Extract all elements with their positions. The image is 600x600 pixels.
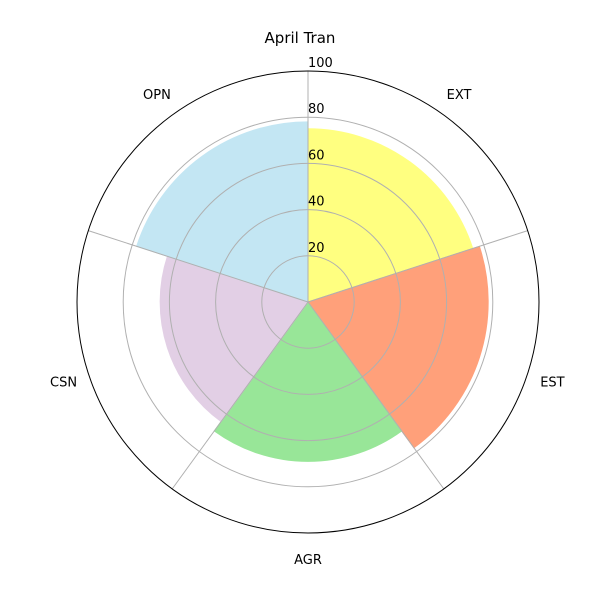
spoke-3: [171, 301, 309, 490]
spoke-2: [307, 301, 445, 490]
chart-title: April Tran: [264, 29, 336, 47]
tick-label-100: 100: [308, 56, 333, 71]
category-label-ext: EXT: [447, 88, 472, 103]
spokes-layer: [88, 71, 528, 490]
category-label-opn: OPN: [143, 88, 171, 103]
radial-tick-labels: 20 40 60 80 100: [308, 56, 333, 256]
category-label-agr: AGR: [294, 553, 322, 568]
spoke-1: [307, 230, 528, 303]
category-label-csn: CSN: [50, 375, 77, 390]
tick-label-20: 20: [308, 241, 325, 256]
category-label-est: EST: [540, 375, 564, 390]
bar-agr: [213, 301, 403, 462]
spoke-4: [88, 230, 309, 303]
polar-frame: [76, 70, 540, 534]
tick-label-40: 40: [308, 195, 325, 210]
tick-label-80: 80: [308, 102, 325, 117]
bars-layer: [136, 121, 489, 462]
bar-csn: [159, 255, 309, 423]
bar-est: [307, 245, 489, 449]
bar-opn: [136, 121, 309, 303]
bar-ext: [307, 128, 474, 303]
category-labels: EXT EST AGR CSN OPN: [50, 88, 565, 568]
tick-label-60: 60: [308, 148, 325, 163]
